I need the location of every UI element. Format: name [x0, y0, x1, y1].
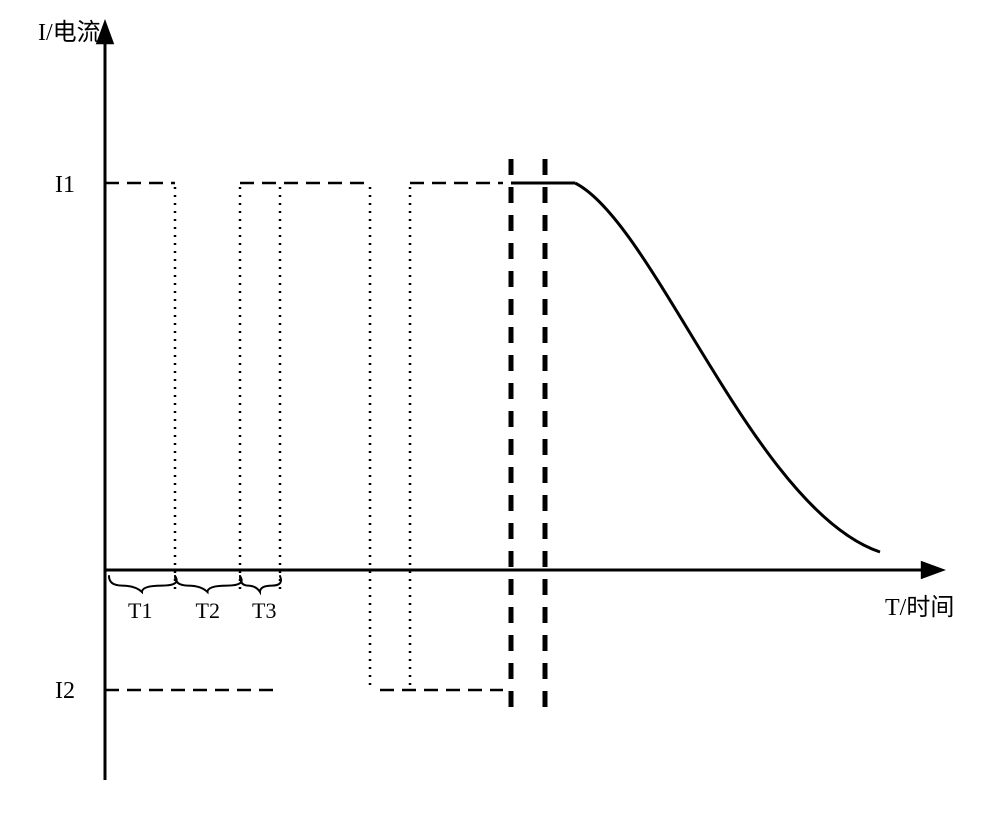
svg-text:T3: T3 — [252, 598, 276, 623]
svg-text:T1: T1 — [128, 598, 152, 623]
svg-text:I2: I2 — [55, 678, 75, 704]
svg-text:T/时间: T/时间 — [885, 594, 954, 621]
svg-text:T2: T2 — [196, 598, 220, 623]
svg-text:I/电流: I/电流 — [38, 19, 101, 46]
svg-text:I1: I1 — [55, 172, 75, 198]
current-vs-time-diagram: I/电流 T/时间 I1 I2 T1 T2 T3 — [0, 0, 1000, 815]
